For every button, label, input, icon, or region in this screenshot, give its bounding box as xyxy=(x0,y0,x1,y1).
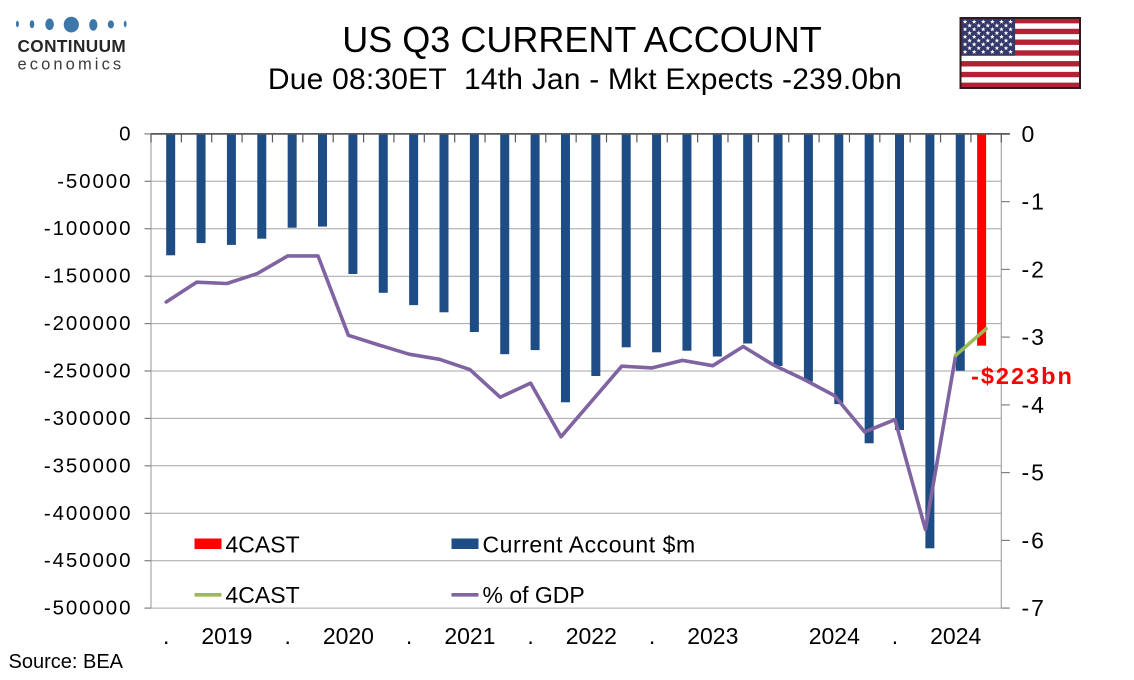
svg-text:Current Account $m: Current Account $m xyxy=(483,532,696,558)
svg-text:-400000: -400000 xyxy=(44,502,133,525)
svg-text:.: . xyxy=(406,623,412,649)
svg-text:2024: 2024 xyxy=(809,623,860,649)
svg-text:4CAST: 4CAST xyxy=(226,532,300,558)
svg-text:-2: -2 xyxy=(1022,256,1046,282)
svg-text:.: . xyxy=(892,623,898,649)
svg-text:Source: BEA: Source: BEA xyxy=(9,651,124,673)
svg-text:Due 08:30ET 14th Jan - Mkt Ex: Due 08:30ET 14th Jan - Mkt Expects -239.… xyxy=(268,63,902,96)
svg-text:.: . xyxy=(285,623,291,649)
svg-text:.: . xyxy=(527,623,533,649)
svg-text:0: 0 xyxy=(119,122,132,145)
svg-text:economics: economics xyxy=(18,56,125,74)
svg-text:US Q3 CURRENT ACCOUNT: US Q3 CURRENT ACCOUNT xyxy=(342,19,821,60)
svg-text:-250000: -250000 xyxy=(44,360,133,383)
svg-text:% of GDP: % of GDP xyxy=(483,582,585,608)
svg-text:-100000: -100000 xyxy=(44,217,133,240)
svg-text:-7: -7 xyxy=(1022,595,1046,621)
svg-text:-1: -1 xyxy=(1022,189,1046,215)
svg-text:.: . xyxy=(649,623,655,649)
svg-text:CONTINUUM: CONTINUUM xyxy=(18,36,127,56)
svg-text:-350000: -350000 xyxy=(44,454,133,477)
svg-text:2024: 2024 xyxy=(930,623,981,649)
svg-text:.: . xyxy=(163,623,169,649)
svg-text:-200000: -200000 xyxy=(44,312,133,335)
svg-text:-300000: -300000 xyxy=(44,407,133,430)
svg-text:2021: 2021 xyxy=(444,623,495,649)
svg-text:-3: -3 xyxy=(1022,324,1046,350)
svg-text:2019: 2019 xyxy=(201,623,252,649)
svg-text:-$223bn: -$223bn xyxy=(971,363,1074,389)
svg-text:4CAST: 4CAST xyxy=(226,582,300,608)
svg-text:0: 0 xyxy=(1022,121,1037,147)
svg-text:-50000: -50000 xyxy=(57,170,132,193)
svg-text:-500000: -500000 xyxy=(44,597,133,620)
svg-text:2020: 2020 xyxy=(323,623,374,649)
svg-text:-6: -6 xyxy=(1022,527,1046,553)
svg-text:-4: -4 xyxy=(1022,392,1046,418)
svg-text:-5: -5 xyxy=(1022,460,1046,486)
svg-text:2022: 2022 xyxy=(566,623,617,649)
svg-text:-150000: -150000 xyxy=(44,265,133,288)
svg-text:2023: 2023 xyxy=(687,623,738,649)
svg-text:-450000: -450000 xyxy=(44,549,133,572)
